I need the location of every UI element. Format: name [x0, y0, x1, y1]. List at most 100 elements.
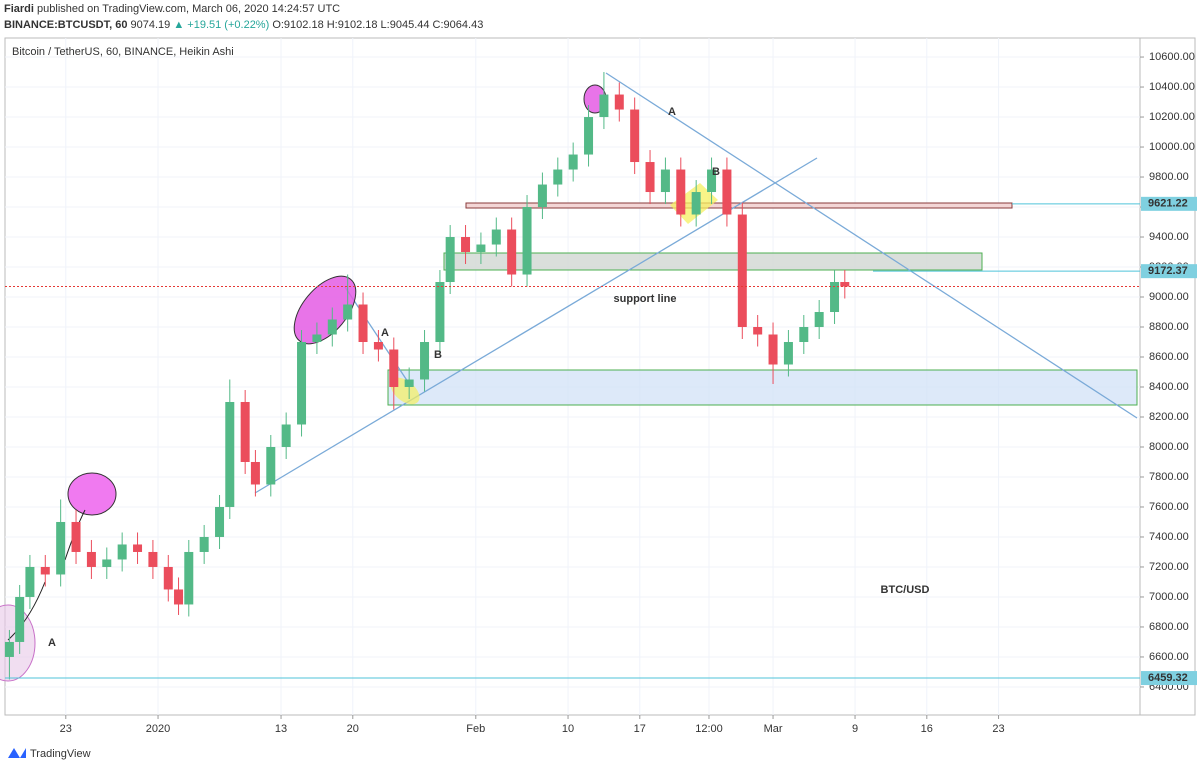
candle-body [737, 214, 747, 328]
highlight-ellipse [0, 604, 36, 682]
candle-body [645, 162, 655, 193]
candle-body [420, 342, 430, 380]
x-tick-label: 13 [275, 723, 287, 735]
footer-logo: TradingView [8, 748, 91, 760]
annotation: A [668, 106, 676, 118]
candle-body [297, 342, 307, 425]
candle-body [553, 169, 563, 185]
y-tick-label: 9000.00 [1149, 291, 1189, 303]
annotation: B [712, 166, 720, 178]
candle-body [199, 536, 209, 552]
candle-body [691, 192, 701, 215]
y-tick-label: 10400.00 [1149, 81, 1195, 93]
annotation: support line [614, 293, 677, 305]
y-tick-label: 7800.00 [1149, 471, 1189, 483]
y-tick-label: 8000.00 [1149, 441, 1189, 453]
arrow [7, 581, 46, 641]
candle-body [86, 551, 96, 567]
chart-title: Bitcoin / TetherUS, 60, BINANCE, Heikin … [12, 46, 234, 58]
highlight-ellipse [67, 472, 117, 516]
x-tick-label: 2020 [146, 723, 170, 735]
candle-body [476, 244, 486, 253]
candle-body [71, 521, 81, 552]
candle-body [435, 282, 445, 343]
candle-body [148, 551, 158, 567]
candle-body [215, 506, 225, 537]
y-tick-label: 7400.00 [1149, 531, 1189, 543]
candle-body [753, 327, 763, 335]
y-tick-label: 9400.00 [1149, 231, 1189, 243]
down-trend-line [605, 72, 1138, 419]
candle-body [660, 169, 670, 193]
candle-body [584, 117, 594, 155]
candle-body [389, 349, 399, 387]
x-tick-label: 23 [992, 723, 1004, 735]
annotation: B [434, 349, 442, 361]
candle-body [184, 551, 194, 605]
y-tick-label: 10000.00 [1149, 141, 1195, 153]
logo-icon [8, 748, 26, 758]
x-tick-label: 16 [921, 723, 933, 735]
correction-line [344, 286, 411, 386]
candle-body [630, 109, 640, 163]
candle-body [343, 304, 353, 320]
x-tick-label: 12:00 [695, 723, 723, 735]
candle-body [266, 446, 276, 485]
candle-body [327, 319, 337, 335]
price-label: 6459.32 [1148, 672, 1188, 684]
annotation: A [48, 637, 56, 649]
candle-body [56, 521, 66, 575]
candle-body [614, 94, 624, 110]
drawings [0, 72, 1138, 682]
x-tick-label: 9 [852, 723, 858, 735]
published: published on TradingView.com, March 06, … [37, 3, 340, 15]
candle-body [783, 342, 793, 365]
support-zone [387, 369, 1138, 406]
candle-body [312, 334, 322, 343]
x-tick-label: Feb [466, 723, 485, 735]
y-tick-label: 7200.00 [1149, 561, 1189, 573]
highlight-ellipse [293, 275, 357, 345]
resistance-zone-top [465, 202, 1013, 209]
candle-body [163, 566, 173, 590]
candle-body [40, 566, 50, 575]
y-tick-label: 6800.00 [1149, 621, 1189, 633]
symbol: BINANCE:BTCUSDT, 60 [4, 19, 127, 31]
y-tick-label: 8600.00 [1149, 351, 1189, 363]
candle-body [722, 169, 732, 215]
candle-body [537, 184, 547, 208]
x-tick-label: 10 [562, 723, 574, 735]
y-tick-label: 9800.00 [1149, 171, 1189, 183]
candle-body [25, 566, 35, 597]
price-label-box [1141, 196, 1197, 211]
candle-body [225, 401, 235, 507]
x-tick-label: 20 [347, 723, 359, 735]
annotation: A [381, 327, 389, 339]
candle-body [102, 559, 112, 567]
candle-body [676, 169, 686, 215]
candle-body [599, 94, 609, 118]
footer-text: TradingView [30, 748, 91, 760]
author: Fiardi [4, 3, 34, 15]
price-label-box [1141, 671, 1197, 686]
x-tick-label: 23 [60, 723, 72, 735]
resistance-zone [443, 252, 983, 271]
candle-body [461, 237, 471, 253]
header-line-2: BINANCE:BTCUSDT, 60 9074.19 ▲ +19.51 (+0… [4, 19, 483, 31]
candle-body [133, 544, 143, 552]
y-tick-label: 10200.00 [1149, 111, 1195, 123]
y-tick-label: 6600.00 [1149, 651, 1189, 663]
y-tick-label: 7000.00 [1149, 591, 1189, 603]
y-tick-label: 8200.00 [1149, 411, 1189, 423]
header-line-1: Fiardi published on TradingView.com, Mar… [4, 3, 340, 15]
candle-body [445, 237, 455, 283]
y-tick-label: 7600.00 [1149, 501, 1189, 513]
x-tick-label: 17 [634, 723, 646, 735]
candle-body [840, 282, 850, 287]
candle-body [830, 282, 840, 313]
candle-body [4, 641, 14, 657]
candle-body [799, 327, 809, 343]
candle-body [814, 312, 824, 328]
candle-body [768, 334, 778, 365]
